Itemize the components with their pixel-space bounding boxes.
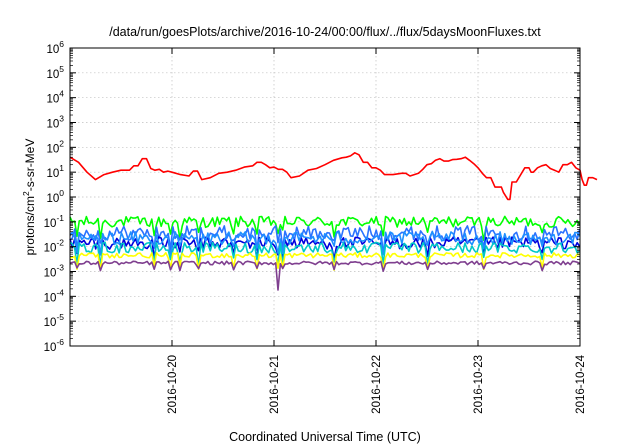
grid [70, 48, 580, 346]
chart-title: /data/run/goesPlots/archive/2016-10-24/0… [109, 25, 541, 39]
x-tick-label: 2016-10-21 [269, 355, 281, 414]
y-tick-label: 100 [46, 188, 64, 205]
x-tick-label: 2016-10-24 [575, 354, 587, 413]
x-axis: 2016-10-20 2016-10-21 2016-10-22 2016-10-23… [167, 48, 587, 414]
x-tick-label: 2016-10-20 [167, 355, 179, 414]
y-axis: 10-6 10-5 10-4 10-3 10-2 10-1 100 101 102 103 104 1… [44, 39, 580, 354]
y-tick-label: 10-1 [44, 213, 65, 230]
y-axis-label-superscript: 2 [21, 191, 31, 196]
series-line [69, 215, 581, 241]
x-tick-label: 2016-10-23 [473, 355, 485, 414]
series-line [69, 260, 580, 291]
x-tick-label: 2016-10-22 [371, 355, 383, 414]
y-axis-label: protons/cm2-s-sr-MeV [21, 139, 37, 256]
y-tick-label: 106 [46, 39, 64, 56]
y-tick-label: 10-3 [44, 263, 65, 280]
y-tick-label: 10-2 [44, 238, 65, 255]
y-tick-label: 10-4 [44, 287, 65, 304]
series-line [70, 252, 580, 271]
y-tick-label: 105 [46, 64, 64, 81]
y-tick-label: 102 [46, 138, 64, 155]
series-layer [69, 152, 598, 291]
y-tick-label: 101 [46, 163, 64, 180]
y-tick-label: 103 [46, 114, 64, 131]
y-tick-label: 10-5 [44, 312, 65, 329]
y-axis-label-main: protons/cm [23, 196, 37, 255]
series-line [69, 152, 598, 201]
y-tick-label: 10-6 [44, 337, 65, 354]
series-line [69, 230, 581, 257]
x-axis-label: Coordinated Universal Time (UTC) [229, 430, 421, 444]
y-axis-label-units: -s-sr-MeV [23, 139, 37, 192]
series-line [69, 241, 581, 267]
y-tick-label: 104 [46, 89, 64, 106]
